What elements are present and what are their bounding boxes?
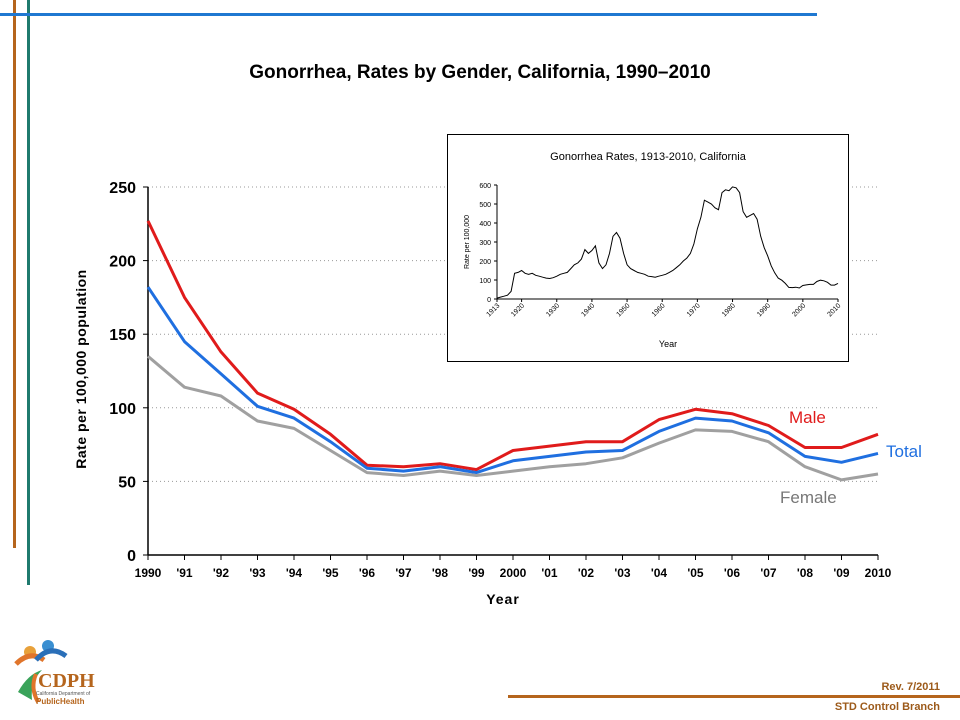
page-title: Gonorrhea, Rates by Gender, California, … (249, 62, 711, 83)
series-label-female: Female (780, 488, 837, 507)
inset-y-tick-label: 600 (479, 183, 491, 190)
inset-title: Gonorrhea Rates, 1913-2010, California (550, 151, 747, 163)
x-tick-label: '94 (286, 566, 303, 580)
x-tick-label: '91 (176, 566, 193, 580)
inset-x-tick-label: 1950 (616, 302, 632, 318)
inset-y-tick-label: 400 (479, 221, 491, 228)
top-blue-rule (0, 13, 817, 16)
x-tick-label: 2010 (865, 566, 892, 580)
x-axis-title: Year (486, 591, 520, 607)
y-tick-label: 150 (109, 327, 136, 344)
branch-name: STD Control Branch (834, 701, 940, 713)
x-tick-label: '06 (724, 566, 741, 580)
y-tick-label: 100 (109, 401, 136, 418)
inset-x-tick-label: 1970 (686, 302, 702, 318)
inset-y-tick-label: 500 (479, 202, 491, 209)
x-tick-label: '05 (687, 566, 704, 580)
series-line-female (147, 355, 879, 482)
inset-y-tick-label: 0 (487, 297, 491, 304)
inset-y-tick-label: 100 (479, 278, 491, 285)
inset-series-line (496, 186, 839, 299)
inset-x-tick-label: 1960 (651, 302, 667, 318)
series-label-total: Total (886, 442, 922, 461)
x-tick-label: '09 (833, 566, 850, 580)
x-tick-label: '04 (651, 566, 668, 580)
logo-wordmark: CDPH (38, 670, 95, 692)
y-tick-label: 250 (109, 180, 136, 197)
x-tick-label: '08 (797, 566, 814, 580)
inset-y-tick-label: 200 (479, 259, 491, 266)
inset-x-tick-label: 1990 (756, 302, 772, 318)
x-tick-label: '95 (322, 566, 339, 580)
inset-x-tick-label: 1913 (485, 302, 501, 318)
x-tick-label: '93 (249, 566, 266, 580)
y-tick-label: 200 (109, 254, 136, 271)
inset-x-tick-label: 1940 (580, 302, 596, 318)
x-tick-label: '92 (213, 566, 230, 580)
inset-x-tick-label: 1930 (545, 302, 561, 318)
x-tick-label: 1990 (135, 566, 162, 580)
series-label-male: Male (789, 408, 826, 427)
x-tick-label: '02 (578, 566, 595, 580)
y-axis-title: Rate per 100,000 population (73, 269, 89, 468)
x-tick-label: '97 (395, 566, 412, 580)
x-tick-label: '96 (359, 566, 376, 580)
inset-x-tick-label: 1920 (510, 302, 526, 318)
left-orange-rule (13, 0, 16, 548)
x-tick-label: '03 (614, 566, 631, 580)
series-line-male (146, 220, 879, 472)
x-tick-label: 2000 (500, 566, 527, 580)
cdph-logo: CDPH California Department of PublicHeal… (8, 630, 118, 710)
logo-subtext-2: PublicHealth (36, 697, 85, 706)
revision-date: Rev. 7/2011 (881, 681, 940, 693)
inset-x-axis-title: Year (659, 339, 677, 349)
inset-chart: Gonorrhea Rates, 1913-2010, California01… (464, 151, 842, 349)
logo-subtext: California Department of (36, 691, 91, 697)
inset-y-axis-title: Rate per 100,000 (464, 215, 471, 269)
inset-x-tick-label: 2000 (791, 302, 807, 318)
x-tick-label: '98 (432, 566, 449, 580)
series-line-total (146, 286, 879, 475)
x-tick-label: '07 (760, 566, 777, 580)
inset-x-tick-label: 1980 (721, 302, 737, 318)
inset-y-tick-label: 300 (479, 240, 491, 247)
y-tick-label: 50 (118, 474, 136, 491)
inset-chart-box: Gonorrhea Rates, 1913-2010, California 0 1… (447, 134, 849, 362)
y-tick-label: 0 (127, 548, 136, 565)
x-tick-label: '99 (468, 566, 485, 580)
inset-x-tick-label: 2010 (826, 302, 842, 318)
left-teal-rule (27, 0, 30, 585)
bottom-orange-rule (508, 695, 960, 698)
x-tick-label: '01 (541, 566, 558, 580)
